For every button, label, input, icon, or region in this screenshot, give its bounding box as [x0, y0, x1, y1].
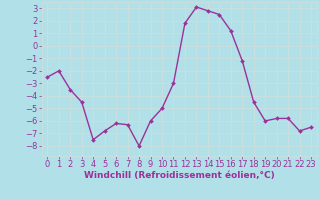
X-axis label: Windchill (Refroidissement éolien,°C): Windchill (Refroidissement éolien,°C)	[84, 171, 275, 180]
